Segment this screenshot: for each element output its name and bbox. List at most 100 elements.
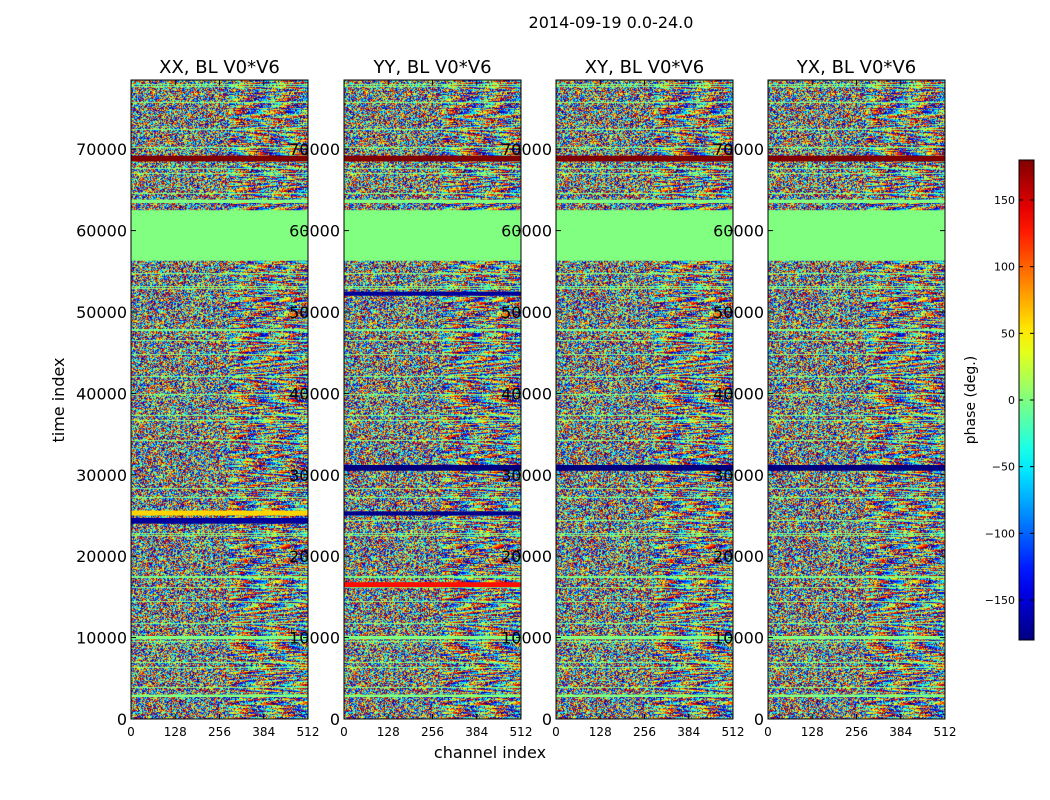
flagged-band [131,210,308,261]
saturated-band [344,582,521,588]
y-tick-label: 0 [117,710,127,729]
y-tick-label: 10000 [289,629,340,648]
flagged-band [344,199,521,203]
flagged-band [556,199,733,203]
panel-heatmap [556,80,733,719]
x-tick-label: 128 [589,725,612,739]
figure-title: 2014-09-19 0.0-24.0 [529,13,694,32]
y-tick-label: 10000 [713,629,764,648]
panel-1: XX, BL V0*V6 0 128 256 384 512 0 10000 20000 3000… [76,57,319,739]
saturated-band [344,465,521,471]
saturated-band [768,155,945,162]
colorbar-tick-label: 0 [1008,394,1015,407]
saturated-band [344,155,521,162]
flagged-band [768,199,945,203]
flagged-band [768,635,945,640]
y-tick-label: 50000 [76,303,127,322]
x-tick-label: 128 [164,725,187,739]
y-tick-label: 20000 [501,547,552,566]
phase-noise-image [131,80,308,719]
panel-heatmap [344,80,521,719]
x-tick-label: 512 [934,725,957,739]
y-tick-label: 0 [542,710,552,729]
saturated-band [131,510,308,516]
saturated-band [344,511,521,516]
saturated-band [768,465,945,471]
panel-title: XY, BL V0*V6 [585,57,704,78]
x-tick-label: 0 [340,725,348,739]
x-tick-label: 384 [465,725,488,739]
x-tick-label: 256 [633,725,656,739]
y-tick-label: 30000 [289,466,340,485]
y-tick-label: 0 [330,710,340,729]
colorbar-tick-label: 100 [994,261,1015,274]
x-tick-label: 128 [801,725,824,739]
y-tick-label: 70000 [713,140,764,159]
y-tick-label: 20000 [76,547,127,566]
panel-heatmap [131,80,308,719]
y-tick-label: 70000 [501,140,552,159]
y-axis-label: time index [49,357,68,442]
panel-4: YX, BL V0*V6 0 128 256 384 512 0 10000 20000 3000… [713,57,956,739]
saturated-band [131,517,308,524]
panel-3: XY, BL V0*V6 0 128 256 384 512 0 10000 20000 3000… [501,57,744,739]
y-tick-label: 40000 [501,384,552,403]
x-tick-label: 256 [845,725,868,739]
flagged-band [344,635,521,640]
flagged-band [344,210,521,261]
x-tick-label: 512 [722,725,745,739]
flagged-band [344,694,521,698]
y-tick-label: 50000 [713,303,764,322]
flagged-band [768,210,945,261]
y-tick-label: 30000 [501,466,552,485]
x-tick-label: 512 [297,725,320,739]
y-tick-label: 10000 [76,629,127,648]
y-tick-label: 60000 [713,222,764,241]
colorbar-label: phase (deg.) [963,356,979,444]
x-tick-label: 0 [127,725,135,739]
x-tick-label: 0 [552,725,560,739]
panels-group: XX, BL V0*V6 0 128 256 384 512 0 10000 20000 3000… [76,57,956,739]
y-tick-label: 70000 [289,140,340,159]
colorbar: 150 100 50 0 −50 −100 −150 [985,159,1035,641]
y-tick-label: 50000 [289,303,340,322]
y-tick-label: 0 [754,710,764,729]
flagged-band [131,635,308,640]
saturated-band [131,155,308,162]
x-tick-label: 0 [764,725,772,739]
y-tick-label: 70000 [76,140,127,159]
y-tick-label: 60000 [76,222,127,241]
x-tick-label: 384 [677,725,700,739]
y-tick-label: 60000 [289,222,340,241]
colorbar-tick-label: −50 [992,461,1015,474]
x-tick-label: 128 [377,725,400,739]
panel-title: XX, BL V0*V6 [159,57,280,78]
panel-title: YY, BL V0*V6 [372,57,491,78]
colorbar-tick-label: −150 [985,594,1015,607]
colorbar-tick-label: 150 [994,194,1015,207]
saturated-band [556,465,733,471]
flagged-band [556,635,733,640]
y-tick-label: 40000 [289,384,340,403]
phase-noise-image [768,80,945,719]
colorbar-tick-label: −100 [985,527,1015,540]
flagged-band [556,210,733,261]
saturated-band [344,291,521,296]
x-tick-label: 384 [889,725,912,739]
x-axis-label: channel index [434,743,546,762]
flagged-band [131,694,308,698]
colorbar-tick-label: 50 [1001,327,1015,340]
y-tick-label: 20000 [289,547,340,566]
x-tick-label: 384 [252,725,275,739]
phase-noise-image [344,80,521,719]
panel-title: YX, BL V0*V6 [796,57,916,78]
y-tick-label: 10000 [501,629,552,648]
y-tick-label: 40000 [76,384,127,403]
flagged-band [131,199,308,203]
panel-heatmap [768,80,945,719]
phase-noise-image [556,80,733,719]
y-tick-label: 30000 [76,466,127,485]
flagged-band [556,694,733,698]
x-tick-label: 512 [510,725,533,739]
